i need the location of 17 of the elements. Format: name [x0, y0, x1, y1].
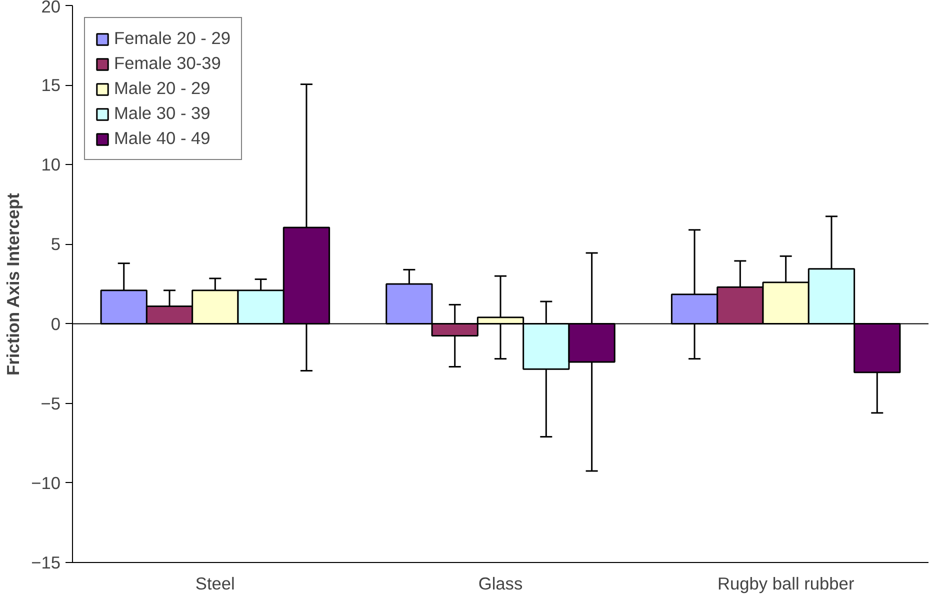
y-tick-label: −5 — [40, 393, 61, 414]
legend-label: Female 20 - 29 — [114, 28, 231, 49]
y-tick-label: 15 — [41, 75, 61, 96]
x-tick-label: Rugby ball rubber — [717, 574, 854, 594]
legend-label: Male 20 - 29 — [114, 78, 210, 99]
y-tick-label: 0 — [50, 314, 61, 334]
y-tick-label: −10 — [31, 472, 61, 493]
y-tick-label: 5 — [50, 234, 61, 254]
legend-label: Male 40 - 49 — [114, 128, 210, 149]
x-tick-label: Glass — [478, 574, 523, 594]
legend-label: Female 30-39 — [114, 53, 221, 74]
y-tick-label: −15 — [31, 552, 61, 572]
y-tick-label: 10 — [41, 154, 61, 175]
y-axis-title: Friction Axis Intercept — [3, 192, 24, 376]
x-tick-label: Steel — [195, 574, 235, 594]
y-tick-label: 20 — [41, 0, 61, 16]
legend-label: Male 30 - 39 — [114, 103, 210, 124]
